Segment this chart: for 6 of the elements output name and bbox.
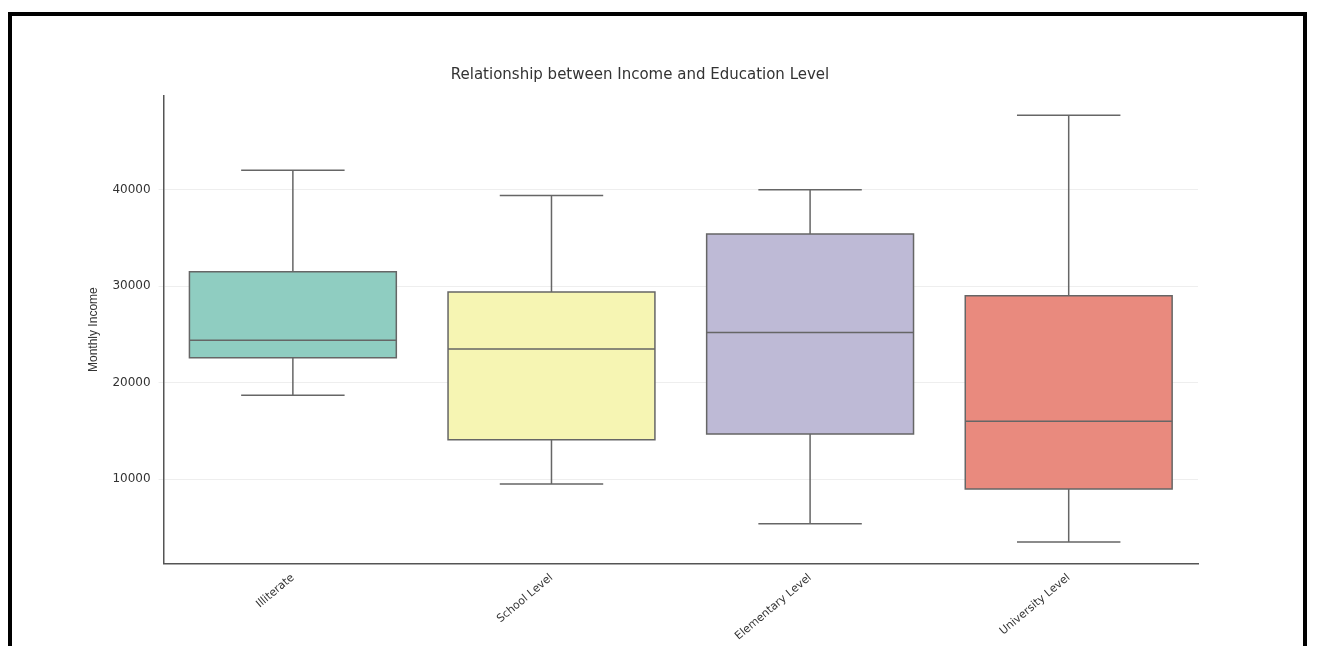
y-tick-label: 10000: [112, 471, 151, 486]
chart-title: Relationship between Income and Education Level: [450, 64, 830, 83]
y-tick-label: 40000: [112, 181, 151, 196]
y-tick-label: 20000: [112, 374, 151, 389]
y-tick-label: 30000: [112, 278, 151, 293]
y-axis-title: Monthly Income: [85, 286, 100, 372]
